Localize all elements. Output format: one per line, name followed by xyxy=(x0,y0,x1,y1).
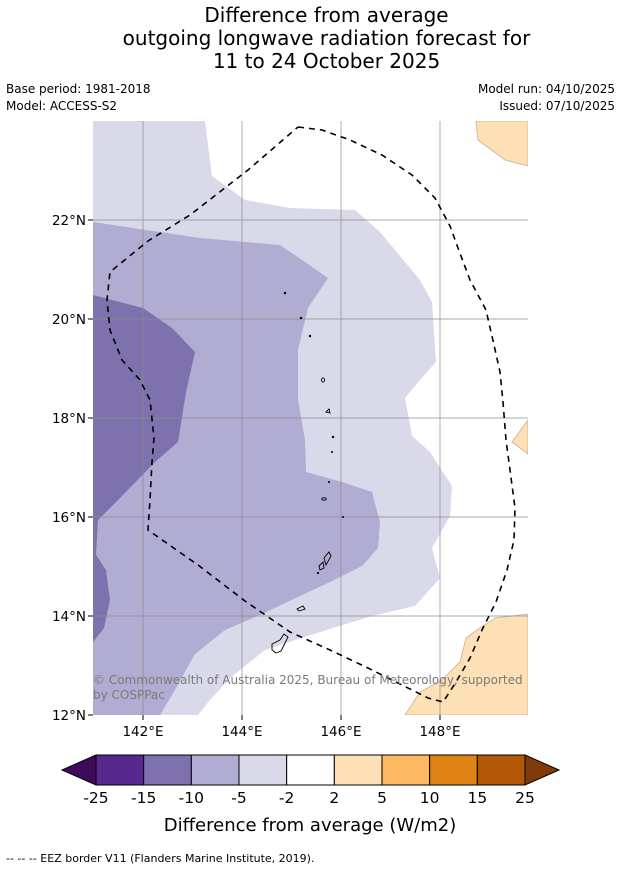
copyright-notice: © Commonwealth of Australia 2025, Bureau… xyxy=(93,673,526,702)
eez-legend-note: -- -- -- EEZ border V11 (Flanders Marine… xyxy=(6,852,315,865)
lon-label-146e: 146°E xyxy=(320,724,361,740)
meta-right: Model run: 04/10/2025 Issued: 07/10/2025 xyxy=(478,81,615,115)
title-line-3: 11 to 24 October 2025 xyxy=(212,49,441,73)
anomaly-region-plus2-to-plus5-e xyxy=(511,419,528,455)
lat-label-14n: 14°N xyxy=(52,609,86,625)
colorbar-tick-label: -5 xyxy=(231,789,246,807)
lat-label-16n: 16°N xyxy=(52,510,86,526)
colorbar-extend-low xyxy=(60,754,97,786)
lat-label-12n: 12°N xyxy=(52,708,86,724)
lon-label-144e: 144°E xyxy=(221,724,262,740)
colorbar-segment xyxy=(95,754,145,786)
map-title: Difference from average outgoing longwav… xyxy=(0,4,621,73)
colorbar-tick-label: -25 xyxy=(83,789,108,807)
colorbar-tick-label: 25 xyxy=(515,789,535,807)
colorbar-segment xyxy=(381,754,431,786)
saipan-island xyxy=(323,551,332,567)
colorbar-extend-high xyxy=(524,754,561,786)
guam-island xyxy=(271,633,289,654)
title-line-1: Difference from average xyxy=(204,3,449,27)
colorbar-segment xyxy=(143,754,192,786)
longitude-labels: 142°E 144°E 146°E 148°E xyxy=(122,724,460,740)
rota-island xyxy=(296,605,306,612)
colorbar-tick-labels: -25 -15 -10 -5 -2 2 5 10 15 25 xyxy=(83,789,535,807)
meta-left: Base period: 1981-2018 Model: ACCESS-S2 xyxy=(6,81,151,115)
colorbar-tick-label: -10 xyxy=(179,789,204,807)
colorbar-segment xyxy=(286,754,335,786)
base-period: Base period: 1981-2018 xyxy=(6,82,151,96)
lat-label-22n: 22°N xyxy=(52,213,86,229)
colorbar-tick-label: 15 xyxy=(467,789,487,807)
islands xyxy=(271,291,345,654)
eez-border-line xyxy=(106,126,516,703)
colorbar-segment xyxy=(429,754,478,786)
colorbar-segment xyxy=(190,754,240,786)
lat-label-20n: 20°N xyxy=(52,312,86,328)
lat-label-18n: 18°N xyxy=(52,411,86,427)
colorbar-segment xyxy=(476,754,526,786)
colorbar-segment xyxy=(333,754,383,786)
issued-date: Issued: 07/10/2025 xyxy=(499,99,615,113)
latitude-labels: 22°N 20°N 18°N 16°N 14°N 12°N xyxy=(52,213,86,724)
colorbar xyxy=(60,754,561,786)
colorbar-tick-label: 10 xyxy=(420,789,440,807)
anomaly-region-plus2-to-plus5-ne xyxy=(475,121,528,167)
lon-label-142e: 142°E xyxy=(122,724,163,740)
title-line-2: outgoing longwave radiation forecast for xyxy=(122,26,531,50)
colorbar-tick-label: 2 xyxy=(329,789,339,807)
anomaly-region-plus2-to-plus5-se xyxy=(404,613,528,715)
model-name: Model: ACCESS-S2 xyxy=(6,99,118,113)
anomaly-region-minus10-to-minus15 xyxy=(93,295,195,642)
map-plot-area: © Commonwealth of Australia 2025, Bureau… xyxy=(93,121,528,715)
colorbar-segment xyxy=(238,754,288,786)
colorbar-tick-label: -15 xyxy=(131,789,156,807)
tinian-island xyxy=(318,561,325,571)
colorbar-title: Difference from average (W/m2) xyxy=(164,815,456,836)
colorbar-tick-label: -2 xyxy=(279,789,294,807)
axis-tick-marks xyxy=(88,219,441,720)
lon-label-148e: 148°E xyxy=(419,724,460,740)
gridlines xyxy=(93,121,528,715)
model-run-date: Model run: 04/10/2025 xyxy=(477,82,615,96)
colorbar-tick-label: 5 xyxy=(377,789,387,807)
